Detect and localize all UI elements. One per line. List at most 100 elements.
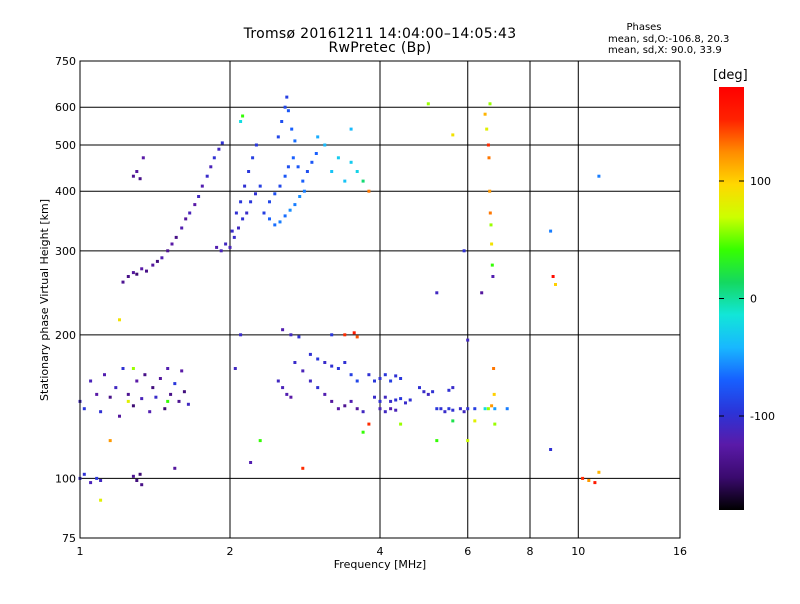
x-axis-label: Frequency [MHz] [334, 558, 426, 571]
data-point [492, 367, 496, 370]
data-point [158, 377, 162, 380]
colorbar-tick-label: 100 [750, 175, 771, 188]
data-point [131, 367, 135, 370]
data-point [418, 386, 421, 390]
data-point [549, 229, 553, 233]
data-point [283, 214, 287, 218]
phases-heading: Phases [626, 22, 662, 33]
data-point [491, 275, 495, 278]
data-point [177, 399, 181, 403]
data-point [389, 399, 393, 403]
data-point [241, 114, 245, 118]
data-point [493, 407, 497, 411]
data-point [254, 143, 258, 147]
data-point [316, 357, 320, 361]
data-point [394, 408, 398, 412]
data-point [367, 189, 371, 193]
data-point [258, 439, 262, 443]
x-tick-label: 8 [527, 545, 534, 558]
data-point [288, 208, 292, 212]
data-point [378, 407, 382, 411]
data-point [138, 177, 142, 181]
data-point [447, 407, 451, 411]
data-point [82, 472, 86, 476]
data-point [126, 399, 130, 403]
data-point [140, 483, 144, 487]
data-point [151, 263, 155, 267]
data-point [323, 143, 327, 147]
data-point [302, 189, 306, 193]
data-point [126, 392, 130, 396]
data-point [170, 242, 174, 246]
data-point [243, 184, 247, 188]
data-point [490, 404, 494, 408]
data-point [426, 102, 430, 106]
data-point [483, 112, 487, 116]
data-point [487, 156, 491, 160]
data-point [597, 470, 601, 474]
colorbar-tick-label: 0 [750, 293, 757, 306]
chart-title: Tromsø 20161211 14:04:00–14:05:43 [243, 26, 517, 42]
y-tick-label: 200 [55, 329, 76, 342]
data-point [490, 242, 494, 246]
data-point [215, 245, 219, 249]
data-point [273, 223, 277, 227]
x-tick-label: 2 [227, 545, 234, 558]
data-point [121, 280, 125, 284]
data-point [99, 410, 103, 414]
y-tick-labels: 75 100 200 300 400 500 600 750 [55, 55, 76, 545]
x-tick-label: 4 [377, 545, 384, 558]
data-point [166, 399, 170, 403]
data-point [336, 407, 340, 411]
data-point [289, 395, 293, 399]
data-point [118, 414, 121, 418]
data-point [426, 392, 430, 396]
data-point [163, 407, 167, 411]
data-point [488, 211, 492, 215]
data-point [103, 373, 106, 377]
data-point [224, 242, 228, 246]
data-point [486, 407, 490, 411]
data-point [399, 422, 403, 426]
data-point [435, 407, 439, 411]
data-point [554, 283, 557, 286]
data-point [217, 147, 221, 151]
data-point [241, 217, 245, 221]
data-point [330, 399, 334, 403]
data-point [593, 481, 597, 485]
data-point [166, 367, 170, 370]
data-point [443, 410, 447, 414]
y-tick-label: 750 [55, 55, 76, 68]
data-point [361, 430, 365, 434]
data-point [173, 382, 177, 386]
data-point [193, 203, 197, 207]
grid-lines [80, 61, 680, 538]
colorbar-tick-label: -100 [750, 410, 775, 423]
data-point [135, 479, 139, 482]
data-point [343, 179, 347, 183]
data-point [281, 386, 285, 390]
y-axis-label: Stationary phase Virtual Height [km] [38, 199, 51, 401]
data-point [408, 398, 412, 402]
data-point [458, 407, 462, 411]
data-point [383, 395, 387, 399]
data-point [389, 407, 393, 411]
data-point [289, 333, 293, 337]
data-point [249, 461, 253, 464]
data-point [330, 333, 334, 337]
data-point [483, 407, 487, 411]
data-point [131, 174, 135, 178]
x-tick-label: 6 [464, 545, 471, 558]
y-tick-label: 600 [55, 101, 76, 114]
data-point [394, 398, 398, 402]
data-points [78, 95, 601, 502]
phases-x-stats: mean, sd,X: 90.0, 33.9 [608, 45, 722, 56]
data-point [473, 407, 477, 411]
data-point [89, 481, 93, 485]
data-point [293, 139, 297, 143]
data-point [330, 364, 334, 368]
data-point [373, 395, 376, 399]
data-point [323, 392, 327, 396]
data-point [145, 269, 148, 273]
